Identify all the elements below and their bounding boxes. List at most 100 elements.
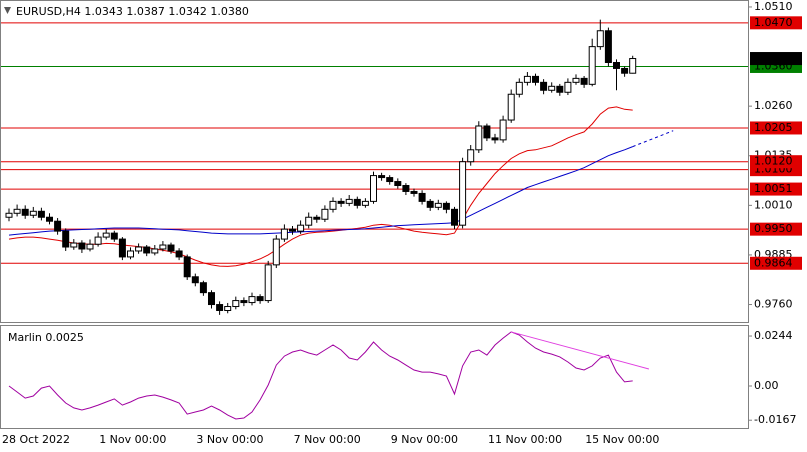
candle-body bbox=[94, 236, 102, 245]
candle-body bbox=[321, 208, 329, 220]
candle-body bbox=[491, 137, 499, 141]
candle-body bbox=[305, 216, 313, 226]
candle-body bbox=[118, 238, 126, 258]
candle-body bbox=[353, 198, 361, 206]
price-label-box bbox=[750, 16, 802, 30]
candle-body bbox=[297, 224, 305, 232]
indicator-line bbox=[8, 106, 633, 267]
candle-body bbox=[345, 198, 353, 204]
candle-body bbox=[313, 216, 321, 220]
candle-body bbox=[102, 232, 110, 238]
candle-body bbox=[62, 230, 70, 248]
price-label: 1.0380 bbox=[754, 52, 793, 65]
candle-body bbox=[556, 85, 564, 93]
price-label: 1.0205 bbox=[754, 121, 793, 134]
candle-body bbox=[596, 30, 604, 48]
candle-body bbox=[426, 200, 434, 208]
candle-body bbox=[143, 246, 151, 254]
candle-body bbox=[167, 244, 175, 252]
price-label: 1.0470 bbox=[754, 16, 793, 29]
candle-body bbox=[232, 300, 240, 308]
oscillator-line bbox=[8, 331, 633, 420]
candle-body bbox=[475, 125, 483, 151]
candle-body bbox=[604, 30, 612, 64]
oscillator-panel-frame bbox=[0, 325, 749, 429]
candle-body bbox=[272, 238, 280, 266]
candle-body bbox=[580, 77, 588, 85]
candle-body bbox=[418, 192, 426, 202]
candle-body bbox=[467, 149, 475, 163]
candle-body bbox=[289, 228, 296, 232]
candle-body bbox=[572, 77, 580, 83]
candle-body bbox=[159, 244, 167, 250]
y-tick-label: 1.0010 bbox=[754, 198, 793, 211]
candle-body bbox=[135, 246, 143, 252]
candle-body bbox=[208, 292, 215, 306]
y-tick-label: 0.0244 bbox=[754, 329, 793, 342]
x-tick-label: 15 Nov 00:00 bbox=[585, 433, 659, 446]
price-label-box bbox=[750, 121, 802, 135]
indicator-line bbox=[8, 146, 633, 236]
divergence-line bbox=[511, 331, 650, 370]
candle-body bbox=[337, 200, 345, 204]
candle-body bbox=[548, 85, 556, 91]
price-label: 1.0120 bbox=[754, 155, 793, 168]
y-tick-label: 0.9760 bbox=[754, 298, 793, 311]
candle-body bbox=[410, 190, 418, 194]
x-tick-label: 3 Nov 00:00 bbox=[196, 433, 263, 446]
candle-body bbox=[224, 306, 232, 311]
candle-body bbox=[378, 175, 386, 179]
candle-body bbox=[629, 58, 637, 74]
candle-body bbox=[621, 67, 629, 74]
candle-body bbox=[507, 93, 515, 121]
oscillator-title: Marlin 0.0025 bbox=[8, 331, 84, 344]
candle-body bbox=[199, 282, 207, 294]
candle-body bbox=[216, 304, 224, 311]
candle-body bbox=[370, 175, 377, 202]
x-tick-label: 7 Nov 00:00 bbox=[294, 433, 361, 446]
candle-body bbox=[394, 181, 402, 187]
chart-title: EURUSD,H4 1.0343 1.0387 1.0342 1.0380 bbox=[16, 5, 249, 18]
candle-body bbox=[70, 242, 78, 248]
y-tick-label: -0.0167 bbox=[754, 413, 796, 426]
price-panel-frame bbox=[0, 0, 749, 323]
x-tick-label: 9 Nov 00:00 bbox=[391, 433, 458, 446]
y-tick-label: 1.0260 bbox=[754, 99, 793, 112]
candle-body bbox=[183, 256, 191, 278]
candle-body bbox=[127, 250, 134, 258]
candle-body bbox=[442, 202, 450, 210]
candle-body bbox=[361, 200, 369, 206]
candle-body bbox=[540, 81, 548, 91]
candle-body bbox=[256, 296, 264, 302]
price-label-box bbox=[750, 52, 802, 66]
y-tick-label: 1.0510 bbox=[754, 0, 793, 13]
candle-body bbox=[613, 62, 620, 69]
candle-body bbox=[515, 81, 523, 95]
candle-body bbox=[110, 232, 118, 240]
price-label-box bbox=[750, 256, 802, 270]
candle-body bbox=[402, 185, 410, 192]
x-tick-label: 11 Nov 00:00 bbox=[488, 433, 562, 446]
candle-body bbox=[29, 210, 37, 216]
candle-body bbox=[523, 75, 531, 83]
candle-body bbox=[532, 75, 539, 83]
x-tick-label: 28 Oct 2022 bbox=[2, 433, 70, 446]
candle-body bbox=[5, 212, 13, 218]
candle-body bbox=[78, 242, 86, 250]
price-label-box bbox=[750, 155, 802, 169]
candle-body bbox=[191, 276, 199, 284]
candle-body bbox=[483, 125, 491, 139]
candle-body bbox=[21, 208, 29, 216]
candle-body bbox=[86, 243, 94, 250]
candle-body bbox=[451, 208, 458, 226]
candle-body bbox=[37, 210, 45, 218]
indicator-line bbox=[632, 130, 674, 148]
candle-body bbox=[434, 202, 442, 208]
price-label-box bbox=[750, 222, 802, 236]
candle-body bbox=[499, 119, 507, 141]
candle-body bbox=[13, 208, 21, 214]
price-label: 0.9864 bbox=[754, 256, 793, 269]
candle-body bbox=[54, 220, 62, 232]
candle-body bbox=[386, 177, 394, 183]
